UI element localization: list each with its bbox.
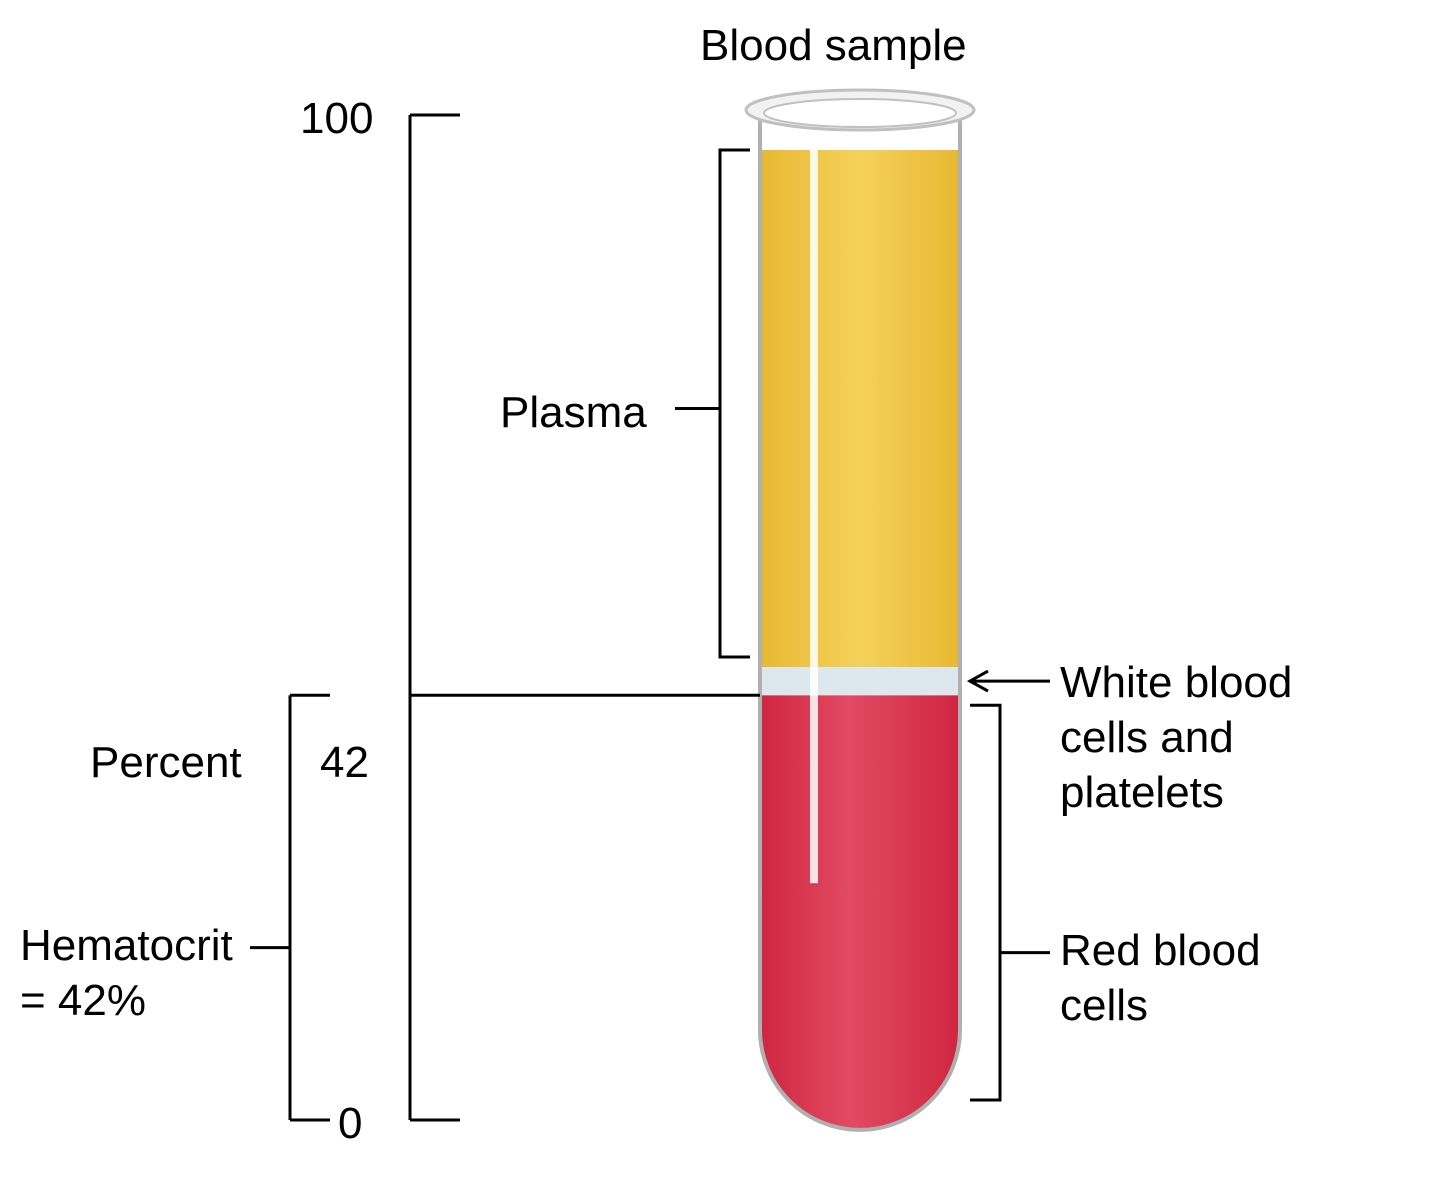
scale-100: 100	[300, 91, 373, 146]
tube-rim-inner	[764, 99, 956, 127]
scale-42: 42	[320, 735, 369, 790]
plasma-layer	[760, 150, 960, 667]
rbc-layer	[760, 695, 960, 1130]
plasma-bracket	[720, 150, 750, 657]
scale-label: Percent	[90, 735, 242, 790]
glass-highlight	[810, 150, 818, 883]
hematocrit-label: Hematocrit = 42%	[20, 918, 233, 1028]
wbc-label: White blood cells and platelets	[1060, 655, 1292, 820]
plasma-label: Plasma	[500, 385, 647, 440]
rbc-label: Red blood cells	[1060, 923, 1261, 1033]
rbc-bracket	[970, 705, 1000, 1100]
scale-0: 0	[338, 1096, 362, 1151]
title-label: Blood sample	[700, 18, 967, 73]
buffy-layer	[760, 667, 960, 695]
